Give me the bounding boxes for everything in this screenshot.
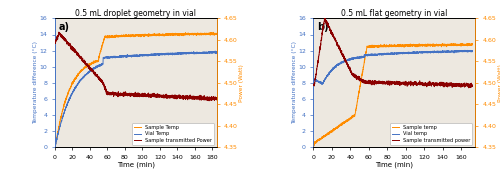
Y-axis label: Power (Watt): Power (Watt) xyxy=(240,64,244,102)
Title: 0.5 mL droplet geometry in vial: 0.5 mL droplet geometry in vial xyxy=(76,9,196,18)
Y-axis label: Temperature difference (°C): Temperature difference (°C) xyxy=(33,41,38,124)
Legend: Sample temp, Vial temp, Sample transmitted power: Sample temp, Vial temp, Sample transmitt… xyxy=(390,123,472,145)
Text: b): b) xyxy=(316,22,328,32)
X-axis label: Time (min): Time (min) xyxy=(117,161,155,168)
Title: 0.5 mL flat geometry in vial: 0.5 mL flat geometry in vial xyxy=(341,9,448,18)
X-axis label: Time (min): Time (min) xyxy=(375,161,413,168)
Legend: Sample Temp, Vial Temp, Sample transmitted Power: Sample Temp, Vial Temp, Sample transmitt… xyxy=(132,123,214,145)
Y-axis label: Power (Watt): Power (Watt) xyxy=(498,64,500,102)
Y-axis label: Temperature difference (°C): Temperature difference (°C) xyxy=(292,41,296,124)
Text: a): a) xyxy=(58,22,69,32)
